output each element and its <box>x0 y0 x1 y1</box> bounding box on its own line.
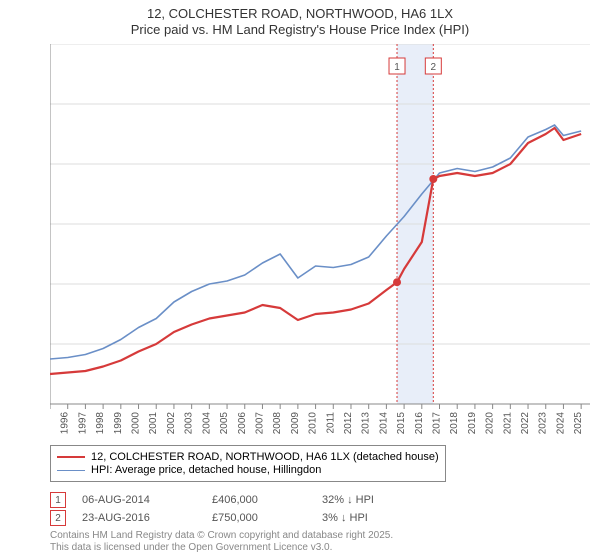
svg-text:2015: 2015 <box>396 412 407 435</box>
svg-text:2005: 2005 <box>219 412 230 435</box>
credits: Contains HM Land Registry data © Crown c… <box>50 530 393 554</box>
transaction-marker: 2 <box>50 510 66 526</box>
svg-text:2019: 2019 <box>467 412 478 435</box>
svg-text:2016: 2016 <box>414 412 425 435</box>
transaction-date: 06-AUG-2014 <box>82 494 212 506</box>
svg-text:2010: 2010 <box>308 412 319 435</box>
transaction-row: 1 06-AUG-2014 £406,000 32% ↓ HPI <box>50 492 422 508</box>
transaction-hpi: 3% ↓ HPI <box>322 512 422 524</box>
svg-text:1997: 1997 <box>77 412 88 435</box>
svg-text:2018: 2018 <box>449 412 460 435</box>
svg-text:2006: 2006 <box>237 412 248 435</box>
svg-text:2024: 2024 <box>555 412 566 435</box>
svg-text:2013: 2013 <box>361 412 372 435</box>
svg-text:1998: 1998 <box>95 412 106 435</box>
svg-text:2007: 2007 <box>254 412 265 435</box>
svg-text:2020: 2020 <box>485 412 496 435</box>
svg-text:2009: 2009 <box>290 412 301 435</box>
legend-label-hpi: HPI: Average price, detached house, Hill… <box>91 464 321 476</box>
svg-text:2002: 2002 <box>166 412 177 435</box>
credits-line1: Contains HM Land Registry data © Crown c… <box>50 530 393 542</box>
transaction-date: 23-AUG-2016 <box>82 512 212 524</box>
svg-text:2: 2 <box>431 62 437 73</box>
svg-text:1995: 1995 <box>50 412 53 435</box>
svg-text:2008: 2008 <box>272 412 283 435</box>
transaction-hpi: 32% ↓ HPI <box>322 494 422 506</box>
svg-text:1: 1 <box>394 62 400 73</box>
svg-text:2014: 2014 <box>378 412 389 435</box>
transaction-price: £750,000 <box>212 512 322 524</box>
legend: 12, COLCHESTER ROAD, NORTHWOOD, HA6 1LX … <box>50 445 446 482</box>
legend-label-price: 12, COLCHESTER ROAD, NORTHWOOD, HA6 1LX … <box>91 451 439 463</box>
svg-text:2023: 2023 <box>538 412 549 435</box>
legend-item-hpi: HPI: Average price, detached house, Hill… <box>57 464 439 476</box>
title-line2: Price paid vs. HM Land Registry's House … <box>0 22 600 38</box>
chart-area: £0£200K£400K£600K£800K£1M£1.2M1995199619… <box>50 44 590 404</box>
legend-item-price: 12, COLCHESTER ROAD, NORTHWOOD, HA6 1LX … <box>57 451 439 463</box>
legend-swatch-price <box>57 456 85 458</box>
chart-container: 12, COLCHESTER ROAD, NORTHWOOD, HA6 1LX … <box>0 0 600 560</box>
svg-text:2001: 2001 <box>148 412 159 435</box>
credits-line2: This data is licensed under the Open Gov… <box>50 542 393 554</box>
svg-text:2022: 2022 <box>520 412 531 435</box>
transactions-table: 1 06-AUG-2014 £406,000 32% ↓ HPI 2 23-AU… <box>50 490 422 528</box>
title-line1: 12, COLCHESTER ROAD, NORTHWOOD, HA6 1LX <box>0 6 600 22</box>
chart-svg: £0£200K£400K£600K£800K£1M£1.2M1995199619… <box>50 44 590 444</box>
svg-text:2011: 2011 <box>325 412 336 434</box>
svg-text:2000: 2000 <box>131 412 142 435</box>
svg-text:2021: 2021 <box>502 412 513 435</box>
svg-text:2017: 2017 <box>432 412 443 435</box>
svg-text:1999: 1999 <box>113 412 124 435</box>
transaction-row: 2 23-AUG-2016 £750,000 3% ↓ HPI <box>50 510 422 526</box>
svg-text:2004: 2004 <box>201 412 212 435</box>
svg-text:2012: 2012 <box>343 412 354 435</box>
title-block: 12, COLCHESTER ROAD, NORTHWOOD, HA6 1LX … <box>0 0 600 37</box>
svg-text:2003: 2003 <box>184 412 195 435</box>
transaction-marker: 1 <box>50 492 66 508</box>
legend-swatch-hpi <box>57 470 85 471</box>
svg-text:2025: 2025 <box>573 412 584 435</box>
transaction-price: £406,000 <box>212 494 322 506</box>
svg-text:1996: 1996 <box>60 412 71 435</box>
